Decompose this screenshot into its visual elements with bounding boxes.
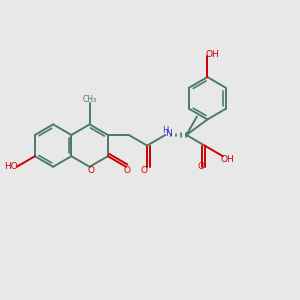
Text: OH: OH: [206, 50, 220, 59]
Text: O: O: [123, 166, 130, 175]
Text: H: H: [162, 126, 169, 135]
Text: HO: HO: [4, 162, 18, 171]
Text: CH₃: CH₃: [82, 94, 97, 103]
Text: O: O: [141, 166, 148, 175]
Text: OH: OH: [220, 155, 234, 164]
Text: N: N: [166, 129, 172, 138]
Text: O: O: [88, 166, 95, 175]
Text: O: O: [197, 162, 204, 171]
